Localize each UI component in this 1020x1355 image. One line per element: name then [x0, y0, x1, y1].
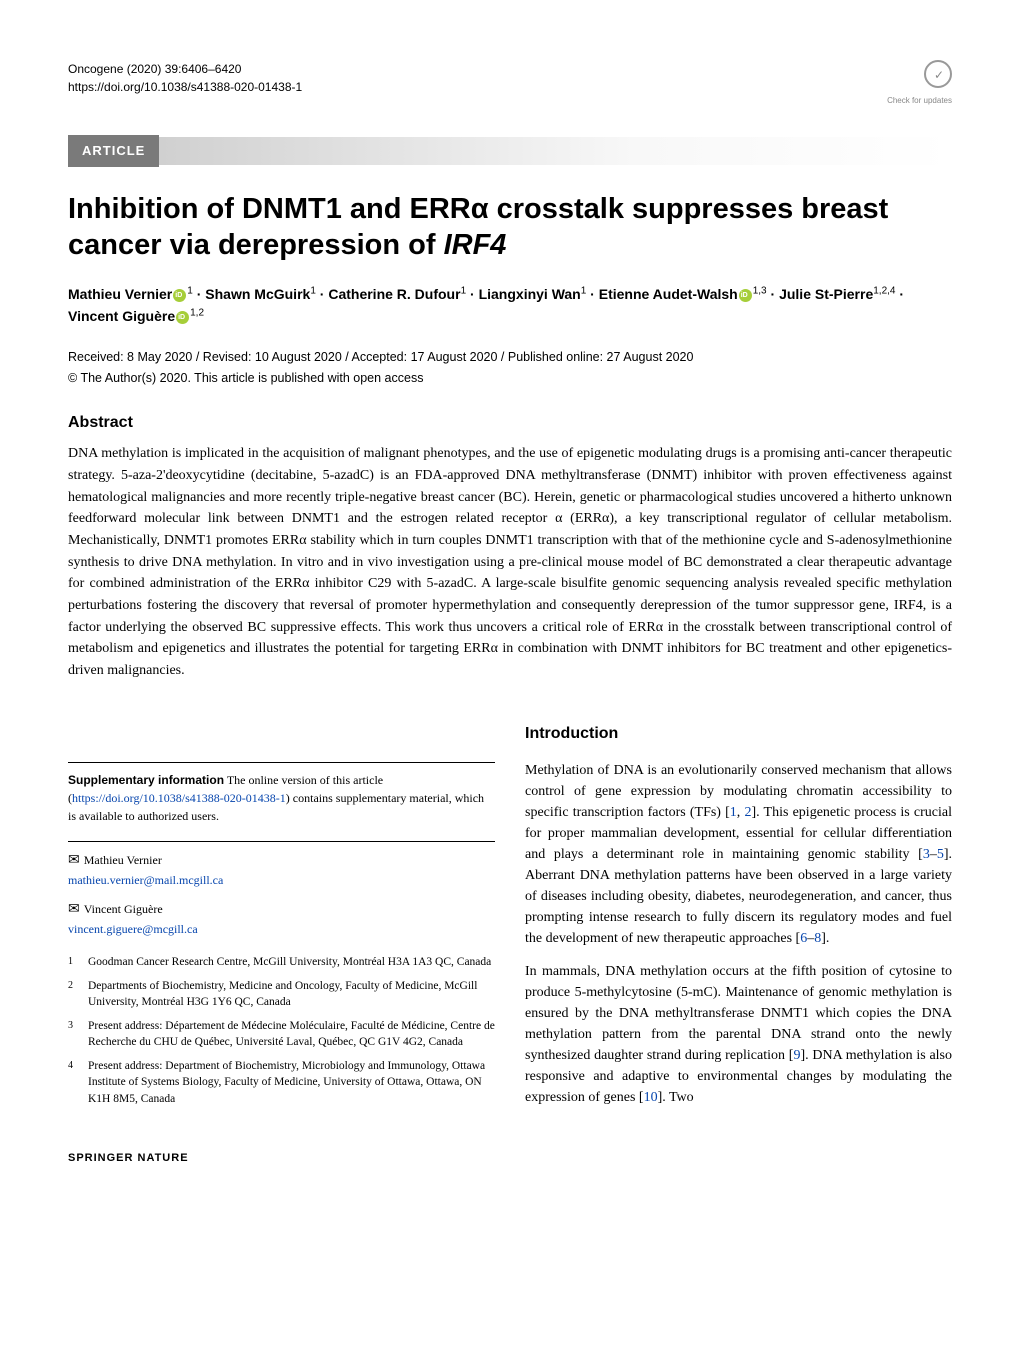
ref-10[interactable]: 10 — [644, 1090, 658, 1105]
aff-text-2: Departments of Biochemistry, Medicine an… — [88, 978, 495, 1010]
check-updates-label: Check for updates — [887, 95, 952, 107]
author-sep: · — [316, 286, 328, 302]
envelope-icon: ✉ — [68, 902, 80, 917]
affiliation-4: 4 Present address: Department of Biochem… — [68, 1058, 495, 1106]
corr-author-1: ✉ Mathieu Vernier mathieu.vernier@mail.mc… — [68, 850, 495, 889]
corr-name-1: Mathieu Vernier — [84, 853, 162, 867]
aff-num: 1 — [68, 954, 88, 970]
author-2: Shawn McGuirk — [205, 286, 310, 302]
corr-email-2[interactable]: vincent.giguere@mcgill.ca — [68, 920, 495, 938]
aff-num: 3 — [68, 1018, 88, 1050]
affiliations: 1 Goodman Cancer Research Centre, McGill… — [68, 954, 495, 1107]
author-5-sup: 1,3 — [753, 285, 767, 296]
author-6-sup: 1,2,4 — [873, 285, 895, 296]
aff-num: 2 — [68, 978, 88, 1010]
author-7: Vincent Giguère — [68, 308, 175, 324]
author-4: Liangxinyi Wan — [479, 286, 581, 302]
abstract-heading: Abstract — [68, 411, 952, 435]
aff-text-3: Present address: Département de Médecine… — [88, 1018, 495, 1050]
journal-doi: https://doi.org/10.1038/s41388-020-01438… — [68, 78, 302, 96]
intro-para-1: Methylation of DNA is an evolutionarily … — [525, 760, 952, 949]
check-updates-icon — [924, 60, 952, 88]
author-sep: · — [193, 286, 205, 302]
envelope-icon: ✉ — [68, 853, 80, 868]
author-5: Etienne Audet-Walsh — [599, 286, 738, 302]
intro-para-2: In mammals, DNA methylation occurs at th… — [525, 961, 952, 1108]
ref-3[interactable]: 3 — [923, 847, 930, 862]
article-label-bar: ARTICLE — [68, 135, 952, 167]
aff-text-4: Present address: Department of Biochemis… — [88, 1058, 495, 1106]
affiliation-2: 2 Departments of Biochemistry, Medicine … — [68, 978, 495, 1010]
author-sep: · — [895, 286, 904, 302]
two-column-layout: Supplementary information The online ver… — [68, 722, 952, 1120]
author-1: Mathieu Vernier — [68, 286, 172, 302]
publication-dates: Received: 8 May 2020 / Revised: 10 Augus… — [68, 348, 952, 367]
header-meta: Oncogene (2020) 39:6406–6420 https://doi… — [68, 60, 952, 107]
author-list: Mathieu Vernier1 · Shawn McGuirk1 · Cath… — [68, 283, 952, 328]
journal-info: Oncogene (2020) 39:6406–6420 https://doi… — [68, 60, 302, 107]
corr-email-1[interactable]: mathieu.vernier@mail.mcgill.ca — [68, 871, 495, 889]
intro-heading: Introduction — [525, 722, 952, 746]
author-3: Catherine R. Dufour — [328, 286, 460, 302]
corr-author-2: ✉ Vincent Giguère vincent.giguere@mcgill.… — [68, 899, 495, 938]
author-sep: · — [767, 286, 779, 302]
supplementary-label: Supplementary information — [68, 773, 224, 787]
ref-1[interactable]: 1 — [730, 805, 737, 820]
intro-p1g: ]. — [821, 931, 829, 946]
intro-p2c: ]. Two — [658, 1090, 694, 1105]
orcid-icon[interactable] — [176, 311, 189, 324]
corresponding-block: ✉ Mathieu Vernier mathieu.vernier@mail.mc… — [68, 841, 495, 938]
journal-name: Oncogene (2020) 39:6406–6420 — [68, 60, 302, 78]
article-bar-fade — [159, 137, 952, 165]
right-column: Introduction Methylation of DNA is an ev… — [525, 722, 952, 1120]
article-type-label: ARTICLE — [68, 135, 159, 167]
aff-text-1: Goodman Cancer Research Centre, McGill U… — [88, 954, 495, 970]
ref-5[interactable]: 5 — [937, 847, 944, 862]
left-column: Supplementary information The online ver… — [68, 722, 495, 1120]
copyright-line: © The Author(s) 2020. This article is pu… — [68, 369, 952, 388]
intro-p1d: – — [930, 847, 937, 862]
article-title: Inhibition of DNMT1 and ERRα crosstalk s… — [68, 191, 952, 264]
update-widget[interactable]: Check for updates — [887, 60, 952, 107]
author-6: Julie St-Pierre — [779, 286, 873, 302]
author-sep: · — [586, 286, 598, 302]
orcid-icon[interactable] — [173, 289, 186, 302]
author-7-sup: 1,2 — [190, 308, 204, 319]
title-gene: IRF4 — [444, 229, 507, 261]
supplementary-block: Supplementary information The online ver… — [68, 762, 495, 825]
supplementary-link[interactable]: https://doi.org/10.1038/s41388-020-01438… — [72, 791, 286, 805]
affiliation-1: 1 Goodman Cancer Research Centre, McGill… — [68, 954, 495, 970]
abstract-text: DNA methylation is implicated in the acq… — [68, 443, 952, 682]
affiliation-3: 3 Present address: Département de Médeci… — [68, 1018, 495, 1050]
orcid-icon[interactable] — [739, 289, 752, 302]
corr-name-2: Vincent Giguère — [84, 902, 163, 916]
author-sep: · — [466, 286, 478, 302]
aff-num: 4 — [68, 1058, 88, 1106]
publisher-footer: SPRINGER NATURE — [68, 1150, 952, 1167]
